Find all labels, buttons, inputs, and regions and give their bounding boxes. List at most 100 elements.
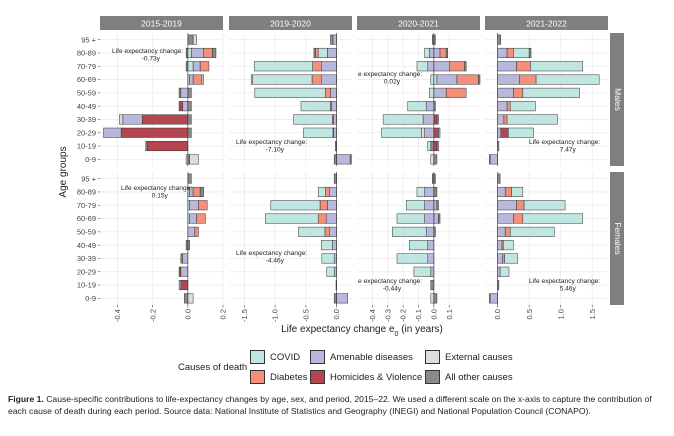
bar-segment <box>427 240 435 251</box>
x-tick-label: 1.0 <box>556 309 565 319</box>
bar-segment <box>253 61 313 72</box>
bar-segment <box>502 253 505 264</box>
bar-segment <box>189 213 197 224</box>
sex-strip-label: Females <box>613 222 623 255</box>
bar-segment <box>178 266 182 277</box>
bar-segment <box>189 74 194 85</box>
bar-segment <box>497 200 517 211</box>
bar-segment <box>504 253 519 264</box>
life-expectancy-annotation: Life expectancy change: <box>121 185 192 192</box>
bar-segment <box>438 213 441 224</box>
bar-segment <box>528 47 532 58</box>
bar-segment <box>427 141 432 152</box>
age-tick-label: 60-69 <box>77 214 96 223</box>
caption-label: Figure 1. <box>8 394 44 404</box>
bar-segment <box>497 87 514 98</box>
sex-strip <box>610 33 624 166</box>
bar-segment <box>413 266 432 277</box>
bar-segment <box>196 213 206 224</box>
bar-segment <box>187 61 194 72</box>
bar-segment <box>429 87 435 98</box>
age-tick-label: 40-49 <box>77 241 96 250</box>
caption-text: Cause-specific contributions to life-exp… <box>8 394 652 416</box>
bar-segment <box>187 173 192 184</box>
bar-segment <box>192 186 201 197</box>
bar-segment <box>187 293 194 304</box>
bar-segment <box>396 253 428 264</box>
bar-segment <box>430 266 435 277</box>
bar-segment <box>324 226 330 237</box>
period-strip-label: 2015-2019 <box>141 19 182 29</box>
bar-segment <box>311 74 322 85</box>
bar-segment <box>201 74 204 85</box>
period-strip-label: 2021-2022 <box>526 19 567 29</box>
bar-segment <box>212 47 217 58</box>
x-axis-title: Life expectancy change e0 (in years) <box>281 324 443 338</box>
bar-segment <box>187 226 196 237</box>
life-expectancy-value: -4.46y <box>266 258 285 265</box>
bar-segment <box>508 127 534 138</box>
bar-segment <box>315 47 319 58</box>
bar-segment <box>332 240 337 251</box>
bar-segment <box>433 47 441 58</box>
bar-segment <box>497 253 503 264</box>
x-tick-label: 0.1 <box>445 309 454 319</box>
bar-segment <box>499 266 510 277</box>
bar-segment <box>422 114 435 125</box>
bar-segment <box>184 293 189 304</box>
x-tick-label: 0.2 <box>219 309 228 319</box>
faceted-bar-chart: 2015-2019 2019-2020 2020-2021 2021-2022 Male… <box>58 16 624 338</box>
bar-segment <box>424 127 435 138</box>
bar-segment <box>424 47 430 58</box>
bar-segment <box>178 101 183 112</box>
bar-segment <box>429 47 435 58</box>
bar-segment <box>497 61 517 72</box>
bar-segment <box>194 226 199 237</box>
bar-segment <box>198 200 208 211</box>
bar-segment <box>250 74 253 85</box>
bar-segment <box>506 47 514 58</box>
age-tick-label: 20-29 <box>77 128 96 137</box>
bar-segment <box>317 47 328 58</box>
life-expectancy-value: -7.10y <box>266 147 285 154</box>
life-expectancy-value: -0.73y <box>142 56 161 63</box>
bar-segment <box>333 114 337 125</box>
period-strip <box>100 16 223 30</box>
bar-segment <box>439 47 447 58</box>
bar-segment <box>497 74 520 85</box>
bar-segment <box>145 141 148 152</box>
bar-segment <box>433 61 450 72</box>
bar-segment <box>424 213 435 224</box>
bar-segment <box>438 127 441 138</box>
bar-segment <box>497 173 501 184</box>
bar-segment <box>199 61 210 72</box>
bar-segment <box>504 226 511 237</box>
bar-segment <box>332 34 337 45</box>
figure-caption: Figure 1. Cause-specific contributions t… <box>8 394 668 417</box>
bar-segment <box>456 74 479 85</box>
bar-segment <box>430 154 435 165</box>
bar-segment <box>382 114 424 125</box>
bar-segment <box>497 240 503 251</box>
bar-segment <box>513 47 530 58</box>
bar-segment <box>425 226 435 237</box>
age-tick-label: 95 + <box>81 174 96 183</box>
bar-segment <box>427 61 435 72</box>
bar-segment <box>182 253 189 264</box>
bar-segment <box>497 47 508 58</box>
bar-segment <box>436 141 439 152</box>
bar-segment <box>516 61 531 72</box>
life-expectancy-annotation: e expectancy change: <box>358 71 422 78</box>
bar-segment <box>192 74 203 85</box>
age-tick-label: 40-49 <box>77 102 96 111</box>
bar-segment <box>433 154 438 165</box>
bar-segment <box>522 213 584 224</box>
age-tick-label: 30-39 <box>77 254 96 263</box>
bar-segment <box>523 200 566 211</box>
bar-segment <box>349 154 352 165</box>
bar-segment <box>425 101 435 112</box>
bar-segment <box>192 61 201 72</box>
bar-segment <box>336 293 348 304</box>
bar-segment <box>433 74 438 85</box>
bar-segment <box>433 213 439 224</box>
